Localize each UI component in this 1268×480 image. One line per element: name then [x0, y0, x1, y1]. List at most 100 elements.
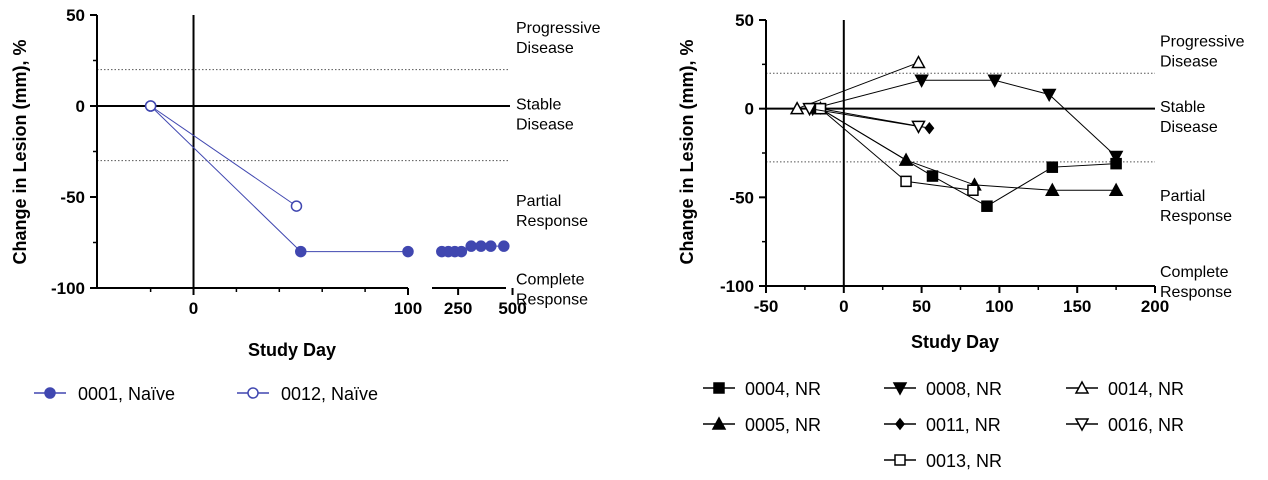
x-tick-label: 0 [839, 297, 848, 316]
x-tick-label: 100 [985, 297, 1013, 316]
series-line [150, 105, 408, 253]
series-line [809, 108, 919, 127]
y-tick-label: -50 [60, 188, 85, 207]
x-tick-label: 500 [498, 299, 526, 318]
y-tick-label: 0 [76, 97, 85, 116]
x-axis-title: Study Day [248, 340, 336, 360]
y-axis-title: Change in Lesion (mm), % [10, 39, 30, 264]
data-point [402, 245, 414, 258]
legend-marker [895, 417, 905, 431]
zone-label-line: Stable [1160, 99, 1205, 116]
legend-marker [711, 416, 727, 430]
data-point [967, 184, 979, 196]
y-tick-label: -100 [51, 279, 85, 298]
series-line [812, 79, 1117, 157]
zone-label-line: Disease [1160, 54, 1218, 71]
x-tick-label: 0 [189, 299, 198, 318]
data-point [295, 245, 307, 258]
zone-label-line: Response [516, 213, 588, 230]
data-point [465, 240, 477, 252]
zone-label: Partial Response [516, 193, 588, 230]
zone-label-line: Response [1160, 208, 1232, 225]
legend-label: 0005, NR [745, 415, 821, 435]
data-point [802, 102, 817, 117]
legend-label: 0011, NR [926, 415, 1001, 435]
legend-label: 0001, Naïve [78, 384, 175, 404]
x-tick-label: 100 [394, 299, 422, 318]
data-point [926, 170, 939, 182]
legend-marker [894, 454, 906, 466]
data-point [144, 100, 157, 112]
data-point [924, 121, 935, 135]
x-tick-label: 250 [444, 299, 472, 318]
data-point [1045, 182, 1060, 196]
data-point [789, 101, 805, 115]
legend-marker [1074, 380, 1090, 394]
zone-label: Progressive Disease [516, 20, 601, 57]
zone-label-line: Stable [516, 97, 561, 114]
data-point [1046, 161, 1059, 173]
series-4 [814, 102, 979, 196]
zone-label-line: Progressive [1160, 34, 1245, 51]
data-point [981, 200, 993, 212]
legend-label: 0008, NR [926, 379, 1002, 399]
legend-label: 0014, NR [1108, 379, 1184, 399]
data-point [498, 240, 510, 252]
zone-label-line: Response [1160, 284, 1232, 301]
y-tick-label: 50 [735, 11, 754, 30]
data-point [814, 102, 827, 115]
series-5 [789, 54, 926, 115]
series-0 [144, 100, 510, 258]
zone-label-line: Partial [516, 193, 561, 210]
legend-label: 0016, NR [1108, 415, 1184, 435]
data-point [911, 120, 926, 134]
legend-label: 0004, NR [745, 379, 821, 399]
data-point [914, 74, 929, 88]
legend-left: 0001, Naïve 0012, Naïve [34, 384, 378, 404]
series-line [150, 105, 297, 207]
zone-label: Complete Response [516, 271, 588, 308]
y-tick-label: 50 [66, 6, 85, 25]
legend-marker [892, 382, 908, 396]
series-line [796, 62, 919, 110]
series-1 [144, 100, 303, 212]
zone-label-line: Complete [1160, 264, 1229, 281]
y-tick-label: -50 [729, 188, 754, 207]
data-point [1108, 182, 1124, 196]
zone-label-line: Disease [516, 40, 574, 57]
y-axis-title: Change in Lesion (mm), % [677, 39, 697, 264]
legend-marker [247, 387, 259, 399]
x-tick-label: 200 [1141, 297, 1169, 316]
x-tick-label: -50 [754, 297, 779, 316]
x-tick-label: 50 [912, 297, 931, 316]
zone-label-line: Partial [1160, 188, 1205, 205]
y-tick-label: -100 [720, 277, 754, 296]
data-point [900, 175, 912, 188]
series-6 [802, 102, 926, 134]
legend-right: 0004, NR 0005, NR 0008, NR 0011, NR 0013, NR… [703, 379, 1184, 471]
zone-label-line: Disease [1160, 119, 1218, 136]
data-point [290, 200, 303, 212]
legend-label: 0012, Naïve [281, 384, 378, 404]
zone-label-line: Disease [516, 117, 574, 134]
legend-label: 0013, NR [926, 451, 1002, 471]
legend-marker [1074, 418, 1090, 432]
data-point [475, 240, 487, 252]
zone-label-line: Response [516, 291, 588, 308]
data-point [911, 54, 926, 69]
zone-label-line: Progressive [516, 20, 601, 37]
y-tick-label: 0 [745, 100, 754, 119]
zone-label: Stable Disease [1160, 99, 1218, 136]
x-axis-title: Study Day [911, 332, 999, 352]
zone-label: Stable Disease [516, 97, 574, 134]
zone-label: Complete Response [1160, 264, 1232, 301]
series-2 [805, 74, 1124, 165]
series-line [820, 108, 1117, 191]
legend-marker [713, 382, 725, 394]
zone-label: Partial Response [1160, 188, 1232, 225]
zone-label: Progressive Disease [1160, 34, 1245, 71]
data-point [485, 240, 497, 252]
